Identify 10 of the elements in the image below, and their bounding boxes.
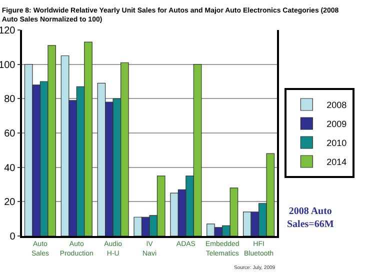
y-tick-label: 0 [10, 232, 16, 242]
legend-label: 2009 [326, 119, 347, 130]
y-tick-label: 60 [4, 128, 16, 140]
legend-label: 2014 [326, 157, 347, 168]
y-tick-label: 20 [4, 197, 16, 208]
text: 2008 Auto Sales=66M [287, 206, 334, 230]
legend-label: 2008 [326, 100, 347, 110]
y-tick-label: 40 [4, 162, 16, 174]
y-tick-label: 80 [4, 94, 16, 106]
legend-label: 2010 [326, 138, 347, 148]
